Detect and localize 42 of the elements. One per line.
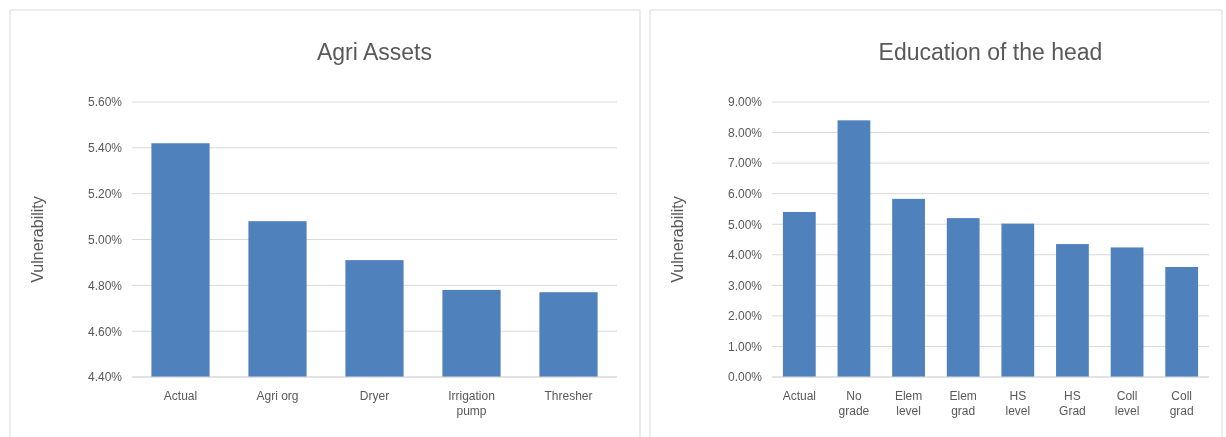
y-tick-label: 5.00%	[727, 217, 763, 232]
x-tick-label: Actual	[782, 388, 816, 403]
y-tick-label: 8.00%	[727, 125, 763, 140]
x-tick-label: Elem grad	[949, 388, 977, 419]
bar	[837, 120, 871, 377]
y-tick-label: 5.00%	[87, 232, 123, 247]
bar	[1056, 244, 1089, 377]
x-tick-label: No grade	[838, 388, 870, 419]
y-tick-label: 7.00%	[727, 156, 763, 171]
y-tick-label: 4.40%	[87, 370, 123, 385]
y-tick-label: 1.00%	[727, 339, 763, 354]
x-tick-label: Dryer	[359, 388, 390, 403]
y-axis-title: Vulnerability	[669, 196, 686, 283]
y-tick-label: 4.60%	[87, 324, 123, 339]
y-tick-label: 5.60%	[87, 95, 123, 110]
y-tick-label: 4.80%	[87, 278, 123, 293]
x-tick-label: Coll grad	[1169, 388, 1194, 419]
bar	[1165, 267, 1199, 377]
y-tick-label: 3.00%	[727, 278, 763, 293]
x-tick-label: Agri org	[256, 388, 299, 403]
bar	[1110, 247, 1144, 377]
bar	[1001, 223, 1035, 377]
x-tick-label: Coll level	[1114, 388, 1140, 419]
y-tick-label: 5.20%	[87, 187, 123, 202]
x-tick-label: Elem level	[894, 388, 923, 419]
y-tick-label: 4.00%	[727, 248, 763, 263]
x-tick-label: Thresher	[544, 388, 593, 403]
y-tick-label: 0.00%	[727, 370, 763, 385]
x-tick-label: Actual	[163, 388, 198, 403]
y-tick-label: 2.00%	[727, 309, 763, 324]
y-axis-title: Vulnerability	[29, 196, 46, 283]
chart-title: Agri Assets	[316, 39, 433, 65]
x-tick-label: HS level	[1005, 388, 1031, 419]
x-tick-label: Irrigation pump	[448, 388, 495, 419]
y-tick-label: 5.40%	[87, 141, 123, 156]
bar	[782, 212, 816, 377]
chart-title: Education of the head	[878, 39, 1103, 65]
y-tick-label: 9.00%	[727, 95, 763, 110]
y-tick-label: 6.00%	[727, 187, 763, 202]
x-tick-label: HS Grad	[1059, 388, 1086, 419]
bar	[892, 198, 925, 377]
bar	[946, 218, 980, 377]
